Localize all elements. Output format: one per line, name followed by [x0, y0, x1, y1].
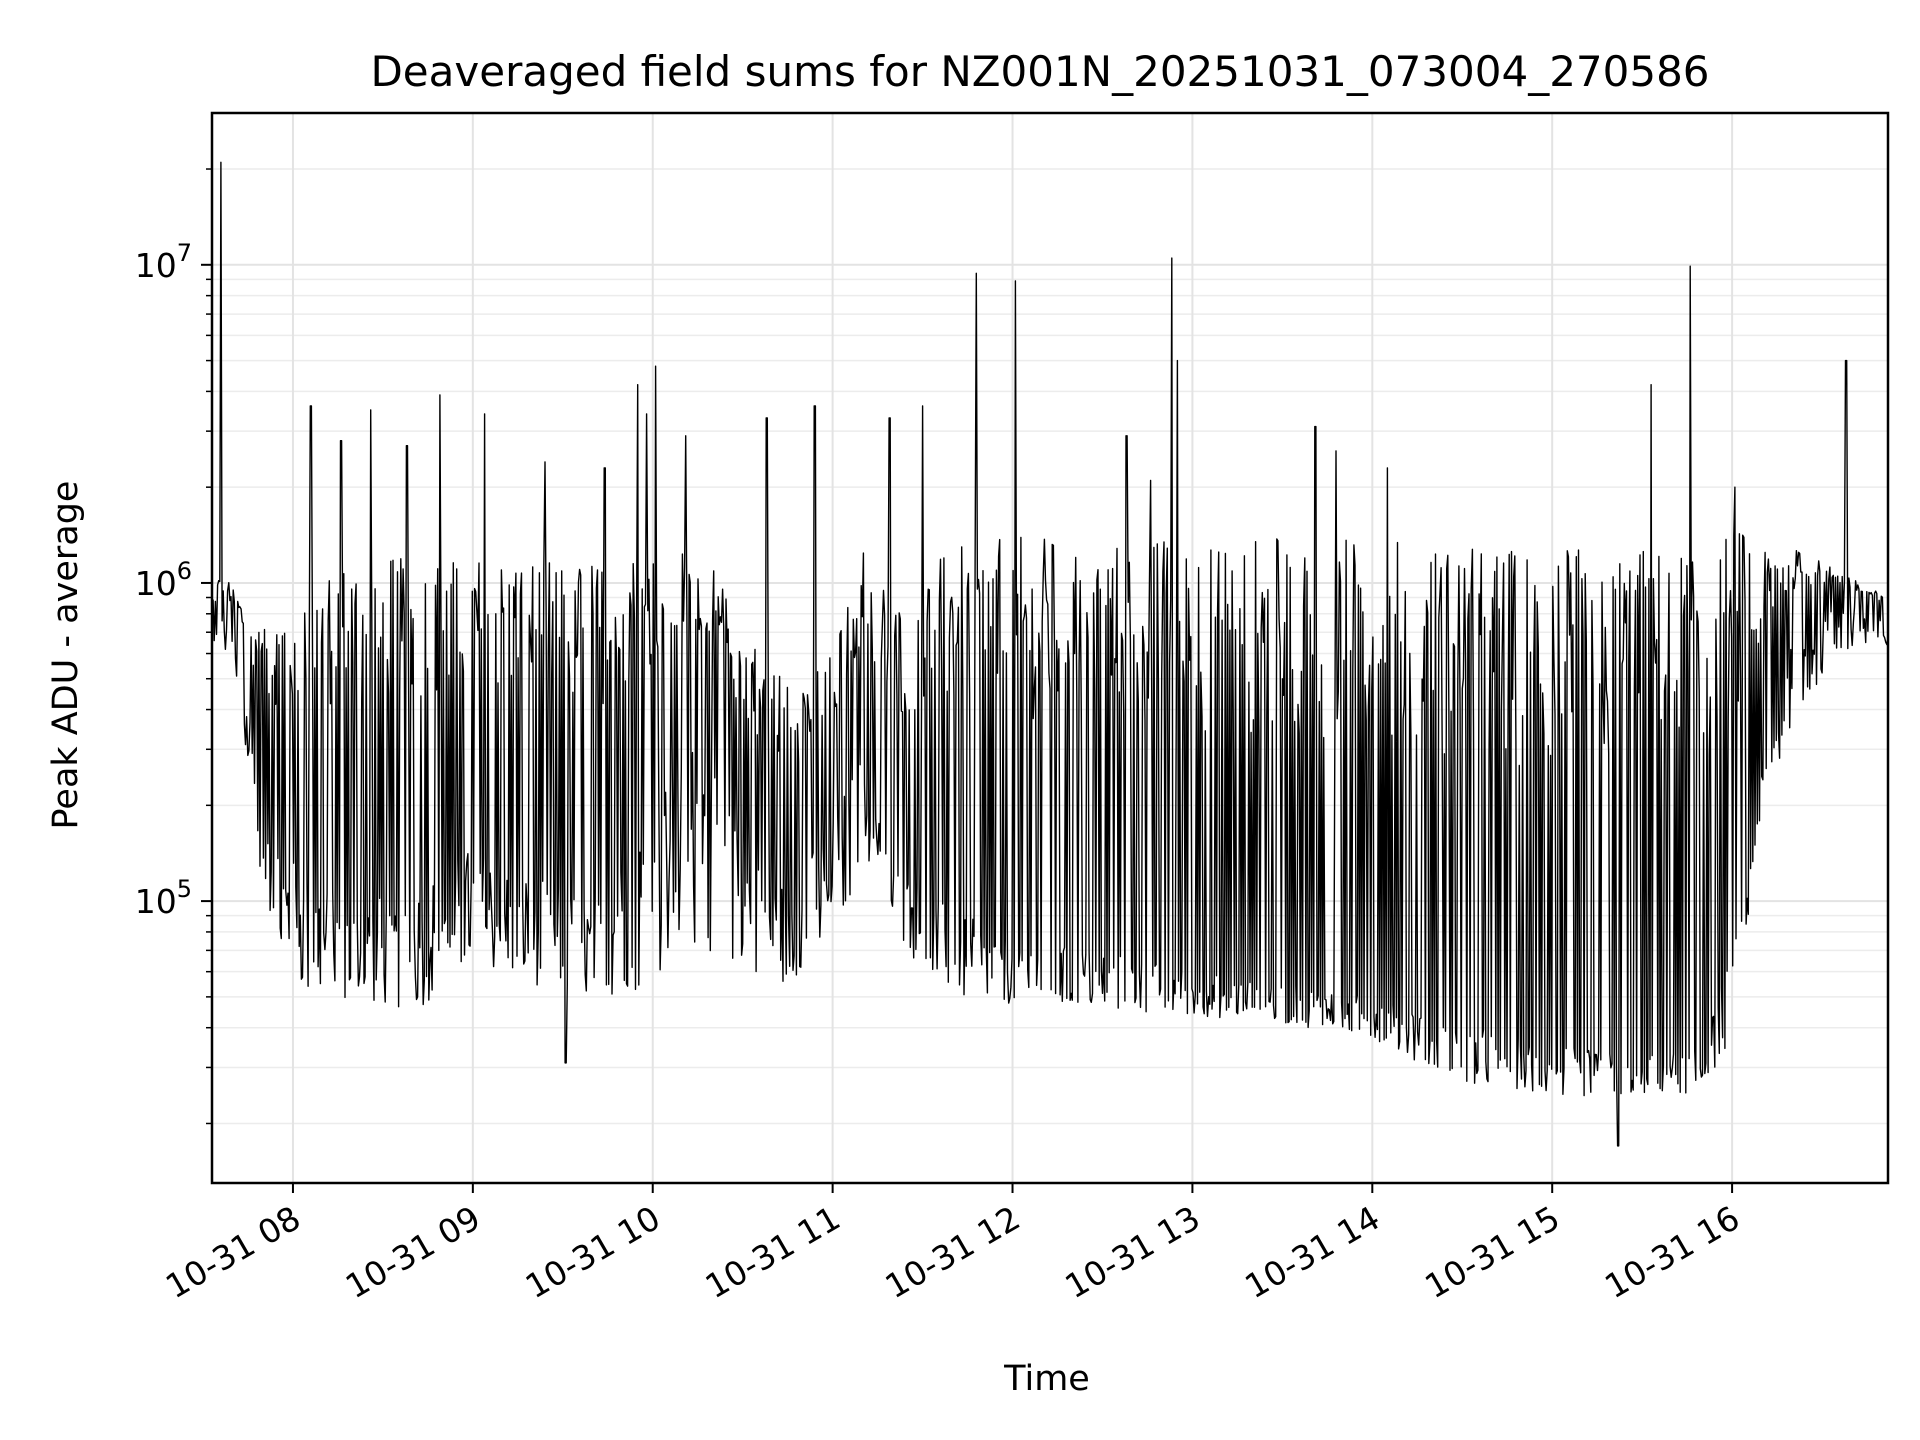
y-tick-label: 105: [135, 875, 192, 921]
plot-frame: [210, 111, 1890, 1185]
x-axis-label: Time: [1003, 1359, 1090, 1399]
data-series: [211, 161, 1889, 1147]
y-axis-label: Peak ADU - average: [46, 481, 86, 830]
y-axis-ticks: 105 106 107: [135, 168, 212, 1125]
y-tick-label: 107: [135, 239, 192, 285]
chart-title: Deaveraged field sums for NZ001N_2025103…: [370, 47, 1709, 96]
series-line: [211, 161, 1889, 1147]
y-tick-label: 106: [135, 557, 192, 603]
